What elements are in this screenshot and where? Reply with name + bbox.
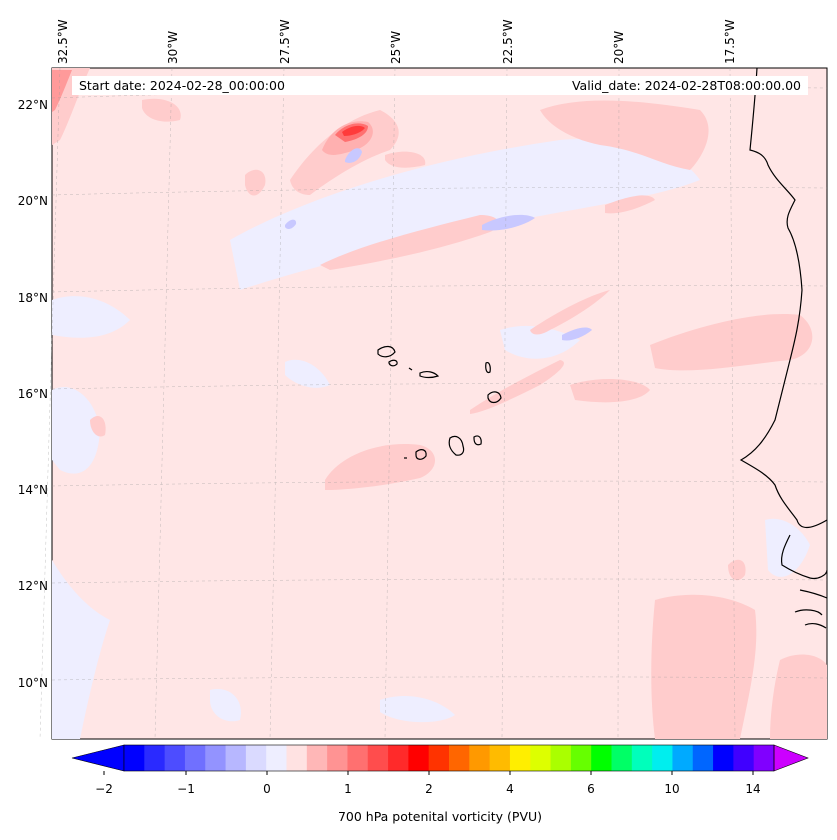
lon-label: 30°W xyxy=(166,30,180,64)
positive-pv-areas xyxy=(52,68,827,739)
colorbar-tick-label: −2 xyxy=(95,782,113,796)
strong-pv-core xyxy=(52,70,373,155)
colorbar-tick-label: 6 xyxy=(587,782,595,796)
colorbar-segment xyxy=(347,745,369,771)
colorbar-segment xyxy=(713,745,734,771)
colorbar-segment xyxy=(367,745,389,771)
colorbar-tick-label: 4 xyxy=(506,782,514,796)
colorbar-tick-label: 10 xyxy=(664,782,680,796)
colorbar-segment xyxy=(286,745,308,771)
colorbar-segment xyxy=(611,745,633,771)
lon-label: 32.5°W xyxy=(56,19,70,64)
lat-label: 12°N xyxy=(17,579,48,593)
colorbar-segment xyxy=(469,745,491,771)
colorbar-segment xyxy=(672,745,694,771)
valid-date-label: Valid_date: 2024-02-28T08:00:00.00 xyxy=(571,78,801,93)
colorbar xyxy=(71,744,809,775)
colorbar-segment xyxy=(144,745,166,771)
map-panel xyxy=(39,67,828,740)
graticule xyxy=(39,67,828,740)
colorbar-segment xyxy=(164,745,186,771)
colorbar-tick-label: −1 xyxy=(177,782,195,796)
colorbar-segment xyxy=(753,745,775,771)
lon-label: 20°W xyxy=(612,30,626,64)
colorbar-tick-label: 14 xyxy=(745,782,761,796)
colorbar-segment xyxy=(306,745,328,771)
colorbar-segment xyxy=(509,745,531,771)
date-header-box xyxy=(72,76,808,95)
colorbar-over-arrow xyxy=(773,744,809,772)
colorbar-segment xyxy=(652,745,673,771)
colorbar-under-arrow xyxy=(71,744,125,772)
lon-label: 17.5°W xyxy=(723,19,737,64)
colorbar-segment xyxy=(225,745,247,771)
colorbar-segment xyxy=(388,745,409,771)
colorbar-label: 700 hPa potenital vorticity (PVU) xyxy=(337,809,543,824)
coastline xyxy=(377,67,828,629)
lat-label: 20°N xyxy=(17,194,48,208)
colorbar-segment xyxy=(327,745,348,771)
colorbar-segment xyxy=(408,745,430,771)
colorbar-segment xyxy=(631,745,653,771)
colorbar-segment xyxy=(124,745,145,771)
lat-label: 18°N xyxy=(17,291,48,305)
colorbar-segment xyxy=(733,745,755,771)
colorbar-segment xyxy=(449,745,470,771)
colorbar-segment xyxy=(530,745,552,771)
lat-label: 22°N xyxy=(17,98,48,112)
colorbar-segment xyxy=(245,745,267,771)
small-negative-patches xyxy=(285,148,592,341)
start-date-label: Start date: 2024-02-28_00:00:00 xyxy=(79,78,285,93)
lat-label: 14°N xyxy=(17,483,48,497)
colorbar-tick-label: 1 xyxy=(344,782,352,796)
lat-label: 16°N xyxy=(17,387,48,401)
lon-label: 25°W xyxy=(389,30,403,64)
negative-pv-areas xyxy=(52,139,810,739)
colorbar-segment xyxy=(205,745,227,771)
colorbar-segment xyxy=(692,745,714,771)
colorbar-segment xyxy=(550,745,572,771)
colorbar-segment xyxy=(570,745,592,771)
colorbar-segment xyxy=(489,745,511,771)
colorbar-segment xyxy=(428,745,450,771)
colorbar-frame xyxy=(123,744,775,772)
colorbar-tick-label: 0 xyxy=(263,782,271,796)
colorbar-segment xyxy=(266,745,287,771)
colorbar-tick-label: 2 xyxy=(425,782,433,796)
lon-label: 22.5°W xyxy=(501,19,515,64)
colorbar-segment xyxy=(591,745,612,771)
lat-label: 10°N xyxy=(17,676,48,690)
lon-label: 27.5°W xyxy=(278,19,292,64)
colorbar-segment xyxy=(184,745,206,771)
